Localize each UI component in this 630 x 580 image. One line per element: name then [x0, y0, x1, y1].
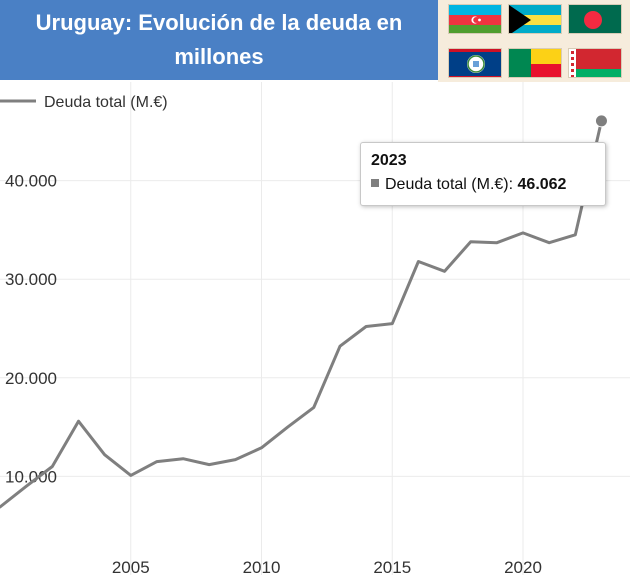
x-tick-label: 2005	[112, 558, 150, 577]
data-point[interactable]	[310, 403, 318, 411]
data-point[interactable]	[388, 320, 396, 328]
data-point[interactable]	[258, 444, 266, 452]
data-point[interactable]	[205, 461, 213, 469]
tooltip-series-label: Deuda total (M.€):	[385, 176, 514, 193]
data-point[interactable]	[362, 323, 370, 331]
x-axis-ticks: 2005 2010 2015 2020	[112, 558, 542, 577]
data-point[interactable]	[519, 229, 527, 237]
data-tooltip: 2023 Deuda total (M.€): 46.062	[360, 142, 606, 206]
data-point[interactable]	[571, 231, 579, 239]
azerbaijan-flag-icon[interactable]	[448, 4, 502, 34]
x-tick-label: 2010	[243, 558, 281, 577]
highlighted-data-point[interactable]	[594, 114, 608, 128]
data-point[interactable]	[545, 239, 553, 247]
x-tick-label: 2015	[373, 558, 411, 577]
chart-legend[interactable]: Deuda total (M.€)	[0, 94, 168, 111]
series-layer	[0, 114, 608, 509]
tooltip-row: Deuda total (M.€): 46.062	[371, 174, 595, 196]
data-point[interactable]	[127, 471, 135, 479]
legend-label: Deuda total (M.€)	[44, 94, 168, 111]
tooltip-value: 46.062	[517, 176, 567, 193]
data-point[interactable]	[467, 238, 475, 246]
chart-title-banner: Uruguay: Evolución de la deuda en millon…	[0, 0, 438, 80]
data-point[interactable]	[179, 455, 187, 463]
belize-flag-icon[interactable]	[448, 48, 502, 78]
flag-links-panel	[438, 0, 630, 82]
y-tick-label: 40.000	[5, 172, 57, 191]
y-tick-label: 30.000	[5, 270, 57, 289]
tooltip-series-marker	[371, 179, 379, 187]
bahamas-flag-icon[interactable]	[508, 4, 562, 34]
y-tick-label: 20.000	[5, 369, 57, 388]
benin-flag-icon[interactable]	[508, 48, 562, 78]
data-point[interactable]	[74, 417, 82, 425]
data-point[interactable]	[153, 458, 161, 466]
data-point[interactable]	[101, 451, 109, 459]
data-point[interactable]	[284, 423, 292, 431]
data-point[interactable]	[48, 463, 56, 471]
data-point[interactable]	[414, 257, 422, 265]
data-point[interactable]	[22, 482, 30, 490]
data-point[interactable]	[441, 267, 449, 275]
data-point[interactable]	[231, 456, 239, 464]
data-point[interactable]	[336, 342, 344, 350]
series-line[interactable]	[0, 119, 603, 509]
bangladesh-flag-icon[interactable]	[568, 4, 622, 34]
x-tick-label: 2020	[504, 558, 542, 577]
chart-title: Uruguay: Evolución de la deuda en millon…	[35, 10, 403, 69]
belarus-flag-icon[interactable]	[568, 48, 622, 78]
data-point[interactable]	[493, 239, 501, 247]
tooltip-year: 2023	[371, 152, 407, 169]
